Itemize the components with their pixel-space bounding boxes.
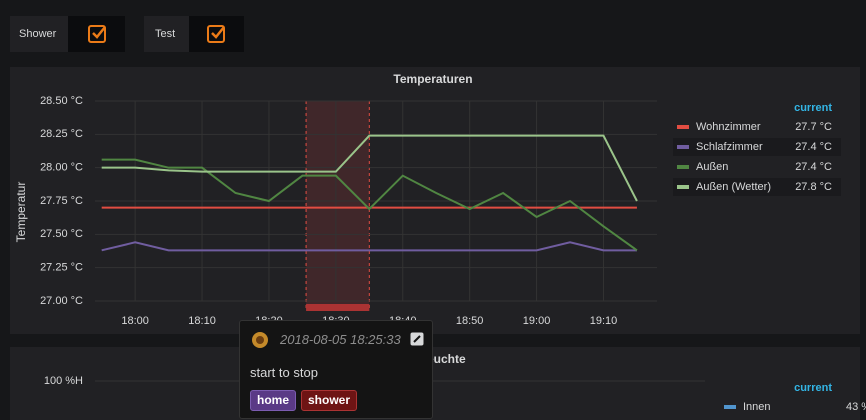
- x-tick-label: 18:50: [456, 315, 484, 327]
- tag[interactable]: shower: [301, 390, 358, 411]
- legend-header: current: [794, 382, 832, 394]
- checkbox[interactable]: [88, 25, 106, 43]
- y-tick-label: 27.75 °C: [40, 195, 83, 207]
- legend-label: Wohnzimmer: [696, 121, 761, 133]
- checkbox-bg[interactable]: [189, 16, 244, 52]
- x-tick-label: 18:10: [188, 315, 216, 327]
- y-tick-label: 28.00 °C: [40, 162, 83, 174]
- control-label-bg: [10, 16, 68, 52]
- legend-label: Innen: [743, 401, 771, 413]
- checkmark: [92, 26, 106, 39]
- legend-swatch: [677, 165, 689, 169]
- edit-icon[interactable]: [410, 332, 424, 346]
- legend-value: 27.8 °C: [795, 181, 832, 193]
- control-label: Test: [155, 28, 175, 40]
- annotation-text: start to stop: [250, 365, 318, 380]
- tag[interactable]: home: [250, 390, 297, 411]
- y-tick-label: 27.00 °C: [40, 295, 83, 307]
- legend-label: Außen (Wetter): [696, 181, 771, 193]
- y-tick-label: 100 %H: [44, 375, 83, 387]
- control-label: Shower: [19, 28, 57, 40]
- annotation-time: 2018-08-05 18:25:33: [280, 332, 401, 347]
- checkbox-bg[interactable]: [68, 16, 125, 52]
- y-tick-label: 27.50 °C: [40, 228, 83, 240]
- x-tick-label: 19:00: [523, 315, 551, 327]
- y-tick-label: 28.50 °C: [40, 95, 83, 107]
- y-tick-label: 28.25 °C: [40, 128, 83, 140]
- panel: [10, 347, 860, 420]
- panel-title: Temperaturen: [393, 72, 472, 86]
- legend-value: 43 %H: [846, 401, 866, 413]
- legend-row-bg: [673, 178, 841, 196]
- annotation-marker: [306, 304, 370, 311]
- control-label-bg: [144, 16, 189, 52]
- checkbox[interactable]: [207, 25, 225, 43]
- legend-label: Außen: [696, 161, 728, 173]
- legend-swatch: [677, 145, 689, 149]
- legend-row-bg: [673, 138, 841, 156]
- annotation-tooltip: 2018-08-05 18:25:33 start to stop home s…: [239, 320, 433, 419]
- series-line: [101, 134, 638, 202]
- legend-value: 27.4 °C: [795, 141, 832, 153]
- series-line: [101, 158, 638, 252]
- legend-value: 27.7 °C: [795, 121, 832, 133]
- checkmark: [211, 26, 225, 39]
- y-axis-title: Temperatur: [14, 182, 28, 243]
- y-tick-label: 27.25 °C: [40, 262, 83, 274]
- legend-swatch: [724, 405, 736, 409]
- x-tick-label: 19:10: [590, 315, 618, 327]
- legend-swatch: [677, 185, 689, 189]
- x-tick-label: 18:00: [121, 315, 149, 327]
- legend-swatch: [677, 125, 689, 129]
- annotation-region: [306, 101, 370, 311]
- legend-label: Schlafzimmer: [696, 141, 763, 153]
- legend-header: current: [794, 102, 832, 114]
- avatar-icon: [252, 332, 268, 348]
- legend-value: 27.4 °C: [795, 161, 832, 173]
- series-line: [101, 241, 637, 252]
